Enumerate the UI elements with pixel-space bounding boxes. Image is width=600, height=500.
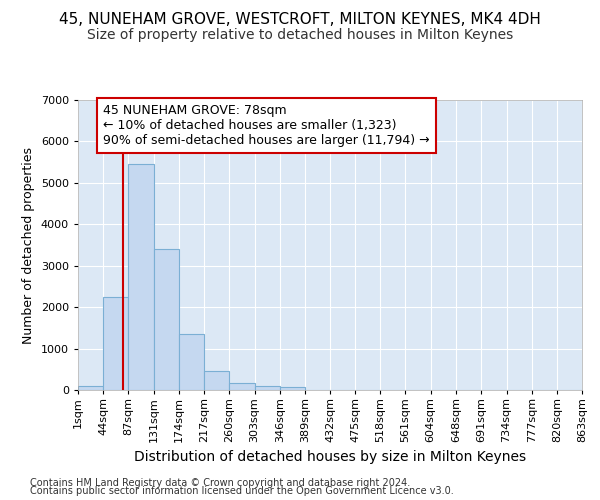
Bar — [280, 387, 305, 390]
Bar — [204, 372, 229, 390]
Text: Size of property relative to detached houses in Milton Keynes: Size of property relative to detached ho… — [87, 28, 513, 42]
Text: Contains public sector information licensed under the Open Government Licence v3: Contains public sector information licen… — [30, 486, 454, 496]
X-axis label: Distribution of detached houses by size in Milton Keynes: Distribution of detached houses by size … — [134, 450, 526, 464]
Text: 45, NUNEHAM GROVE, WESTCROFT, MILTON KEYNES, MK4 4DH: 45, NUNEHAM GROVE, WESTCROFT, MILTON KEY… — [59, 12, 541, 28]
Bar — [78, 386, 103, 390]
Bar — [128, 164, 154, 390]
Text: Contains HM Land Registry data © Crown copyright and database right 2024.: Contains HM Land Registry data © Crown c… — [30, 478, 410, 488]
Bar — [179, 334, 204, 390]
Text: 45 NUNEHAM GROVE: 78sqm
← 10% of detached houses are smaller (1,323)
90% of semi: 45 NUNEHAM GROVE: 78sqm ← 10% of detache… — [103, 104, 430, 147]
Bar — [229, 383, 254, 390]
Y-axis label: Number of detached properties: Number of detached properties — [22, 146, 35, 344]
Bar — [254, 386, 280, 390]
Bar — [103, 297, 128, 390]
Bar — [154, 249, 179, 390]
